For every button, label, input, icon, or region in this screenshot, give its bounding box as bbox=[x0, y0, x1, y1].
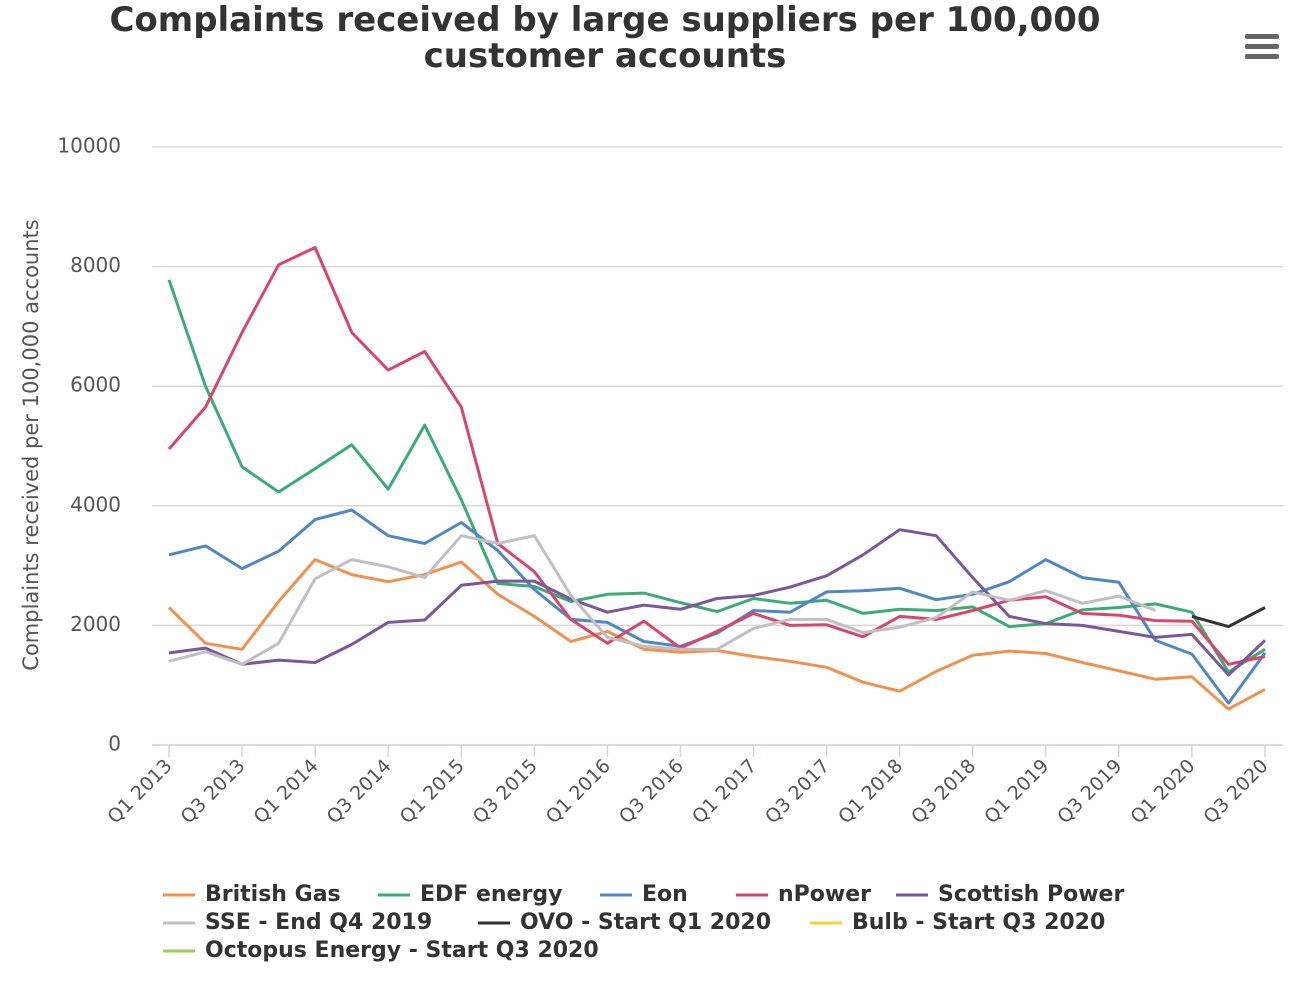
x-tick-label: Q3 2014 bbox=[323, 755, 396, 828]
x-tick-label: Q1 2013 bbox=[103, 755, 176, 828]
x-tick-label: Q1 2017 bbox=[688, 755, 761, 828]
legend-label: SSE - End Q4 2019 bbox=[205, 910, 432, 935]
chart-title: Complaints received by large suppliers p… bbox=[109, 0, 1101, 76]
series-line bbox=[167, 246, 1266, 666]
y-tick-label: 8000 bbox=[70, 253, 121, 277]
legend-label: Scottish Power bbox=[938, 882, 1124, 907]
legend-label: Bulb - Start Q3 2020 bbox=[852, 910, 1105, 935]
series-line bbox=[168, 534, 1156, 666]
x-tick-label: Q3 2013 bbox=[176, 755, 249, 828]
series-line bbox=[168, 528, 1267, 677]
legend-label: British Gas bbox=[205, 882, 341, 907]
x-tick-label: Q3 2020 bbox=[1199, 755, 1272, 828]
x-tick-label: Q1 2019 bbox=[980, 755, 1053, 828]
legend-label: EDF energy bbox=[420, 882, 562, 907]
y-tick-label: 10000 bbox=[57, 134, 121, 158]
y-tick-label: 0 bbox=[108, 732, 121, 756]
x-tick-label: Q3 2016 bbox=[615, 755, 688, 828]
x-tick-label: Q1 2020 bbox=[1126, 755, 1199, 828]
series-line bbox=[168, 508, 1267, 705]
series-line bbox=[1191, 606, 1266, 629]
legend-label: nPower bbox=[778, 882, 871, 907]
legend-label: OVO - Start Q1 2020 bbox=[520, 910, 771, 935]
x-tick-label: Q3 2015 bbox=[469, 755, 542, 828]
y-tick-label: 6000 bbox=[70, 373, 121, 397]
y-axis-title: Complaints received per 100,000 accounts bbox=[19, 219, 43, 670]
y-tick-label: 2000 bbox=[70, 612, 121, 636]
x-tick-label: Q1 2015 bbox=[396, 755, 469, 828]
legend-label: Eon bbox=[642, 882, 688, 907]
x-tick-label: Q3 2018 bbox=[907, 755, 980, 828]
legend-label: Octopus Energy - Start Q3 2020 bbox=[205, 938, 599, 963]
x-tick-label: Q3 2017 bbox=[761, 755, 834, 828]
x-tick-label: Q1 2014 bbox=[250, 755, 323, 828]
x-tick-label: Q1 2016 bbox=[542, 755, 615, 828]
menu-icon[interactable] bbox=[1245, 34, 1279, 59]
x-tick-label: Q1 2018 bbox=[834, 755, 907, 828]
series-line bbox=[167, 279, 1266, 674]
x-tick-label: Q3 2019 bbox=[1053, 755, 1126, 828]
y-tick-label: 4000 bbox=[70, 492, 121, 516]
